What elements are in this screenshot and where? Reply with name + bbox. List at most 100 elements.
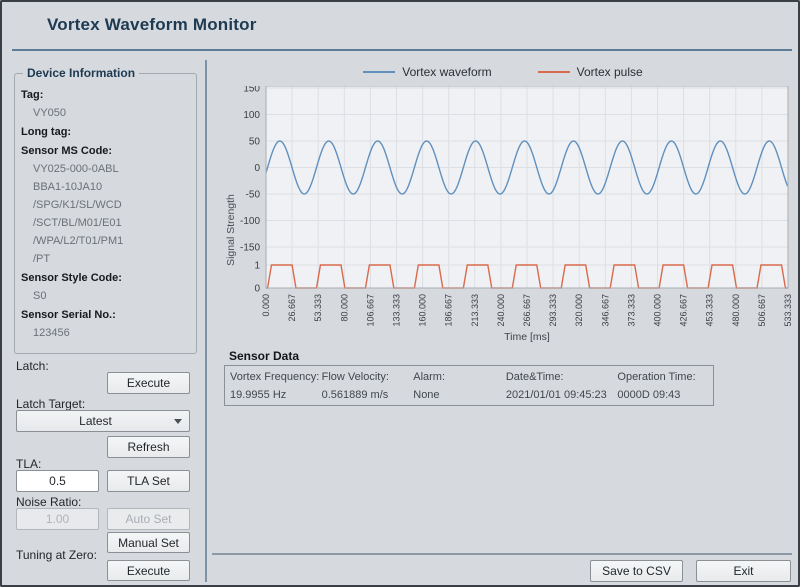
svg-text:50: 50 [249,137,261,148]
sensor-data-column: Date&Time: 2021/01/01 09:45:23 [506,371,618,405]
device-information-fields: Tag: VY050 Long tag: Sensor MS Code: VY025-0… [21,89,190,339]
svg-text:346.667: 346.667 [600,294,610,327]
tla-label: TLA: [16,457,41,471]
svg-text:-100: -100 [240,216,260,227]
device-field-label: Sensor MS Code: [21,145,190,157]
sensor-data-value: 0.561889 m/s [322,389,414,401]
sensor-data-value: 19.9955 Hz [230,389,322,401]
svg-text:320.000: 320.000 [574,294,584,327]
svg-text:266.667: 266.667 [522,294,532,327]
device-information-panel: Device Information Tag: VY050 Long tag: Sen… [14,66,197,354]
waveform-chart: 0.000 26.667 53.333 80.000 106.667 133.333 160… [212,86,794,338]
latch-target-value: Latest [17,414,174,428]
sensor-data-column: Vortex Frequency: 19.9955 Hz [230,371,322,405]
latch-execute-button[interactable]: Execute [107,372,190,394]
svg-text:160.000: 160.000 [418,294,428,327]
device-field-value: /WPA/L2/T01/PM1 [33,235,190,247]
sensor-data-value: None [413,389,506,401]
sensor-data-label: Flow Velocity: [322,371,414,383]
tla-input[interactable] [16,470,99,492]
title-divider [12,49,792,51]
legend-line-icon [363,71,395,73]
device-information-title: Device Information [23,66,139,80]
svg-text:150: 150 [243,86,260,95]
svg-text:80.000: 80.000 [339,294,349,322]
svg-text:373.333: 373.333 [626,294,636,327]
device-field-value: S0 [33,290,190,302]
svg-text:0: 0 [254,163,260,174]
svg-text:186.667: 186.667 [444,294,454,327]
device-field-value: /SCT/BL/M01/E01 [33,217,190,229]
svg-text:26.667: 26.667 [287,294,297,322]
device-field-value: BBA1-10JA10 [33,181,190,193]
sensor-data-label: Operation Time: [617,371,713,383]
device-field-label: Tag: [21,89,190,101]
device-field-label: Sensor Serial No.: [21,309,190,321]
x-axis-label: Time [ms] [266,331,788,343]
svg-text:426.667: 426.667 [679,294,689,327]
svg-text:133.333: 133.333 [392,294,402,327]
save-to-csv-button[interactable]: Save to CSV [590,560,683,582]
sensor-data-label: Vortex Frequency: [230,371,322,383]
sensor-data-title: Sensor Data [229,349,299,363]
x-tick-labels: 0.000 26.667 53.333 80.000 106.667 133.333 160… [261,294,793,327]
device-field-value: /PT [33,253,190,265]
device-field-value: VY050 [33,107,190,119]
svg-text:506.667: 506.667 [757,294,767,327]
auto-set-button: Auto Set [107,508,190,530]
legend-label: Vortex pulse [577,65,643,79]
grid-lines [266,86,788,288]
sensor-data-column: Flow Velocity: 0.561889 m/s [322,371,414,405]
sensor-data-label: Alarm: [413,371,506,383]
svg-text:1: 1 [254,261,260,272]
svg-text:400.000: 400.000 [653,294,663,327]
chart-legend: Vortex waveform Vortex pulse [212,65,794,79]
device-field-label: Long tag: [21,126,190,138]
tuning-execute-button[interactable]: Execute [107,560,190,581]
device-field-value: /SPG/K1/SL/WCD [33,199,190,211]
y-tick-labels: 150 100 50 0 -50 -100 -150 1 0 [240,86,260,295]
vortex-waveform-monitor-window: Vortex Waveform Monitor Device Informati… [0,0,800,587]
latch-label: Latch: [16,359,49,373]
tla-set-button[interactable]: TLA Set [107,470,190,492]
svg-text:53.333: 53.333 [313,294,323,322]
svg-text:480.000: 480.000 [731,294,741,327]
device-field-value: 123456 [33,327,190,339]
svg-text:293.333: 293.333 [548,294,558,327]
sensor-data-table: Vortex Frequency: 19.9955 HzFlow Velocity… [224,365,714,406]
svg-text:-150: -150 [240,243,260,254]
legend-line-icon [538,71,570,73]
page-title: Vortex Waveform Monitor [47,15,257,35]
y-axis-label: Signal Strength [225,163,239,297]
svg-text:106.667: 106.667 [365,294,375,327]
legend-item: Vortex pulse [538,65,643,79]
manual-set-button[interactable]: Manual Set [107,532,190,553]
noise-ratio-label: Noise Ratio: [16,495,81,509]
device-field-value: VY025-000-0ABL [33,163,190,175]
chevron-down-icon [174,419,182,424]
refresh-button[interactable]: Refresh [107,436,190,458]
tuning-at-zero-label: Tuning at Zero: [16,548,97,562]
svg-text:533.333: 533.333 [783,294,793,327]
svg-text:213.333: 213.333 [470,294,480,327]
device-field-label: Sensor Style Code: [21,272,190,284]
panel-divider [205,60,207,582]
svg-text:453.333: 453.333 [705,294,715,327]
exit-button[interactable]: Exit [696,560,791,582]
sensor-data-value: 2021/01/01 09:45:23 [506,389,618,401]
sensor-data-column: Alarm: None [413,371,506,405]
sensor-data-column: Operation Time: 0000D 09:43 [617,371,713,405]
svg-text:0: 0 [254,284,260,295]
latch-target-label: Latch Target: [16,397,85,411]
svg-text:0.000: 0.000 [261,294,271,317]
footer-divider [212,553,792,555]
sensor-data-value: 0000D 09:43 [617,389,713,401]
latch-target-select[interactable]: Latest [16,410,190,432]
svg-text:100: 100 [243,110,260,121]
legend-item: Vortex waveform [363,65,491,79]
svg-text:-50: -50 [246,190,261,201]
sensor-data-label: Date&Time: [506,371,618,383]
legend-label: Vortex waveform [402,65,491,79]
noise-ratio-input [16,508,99,530]
svg-text:240.000: 240.000 [496,294,506,327]
